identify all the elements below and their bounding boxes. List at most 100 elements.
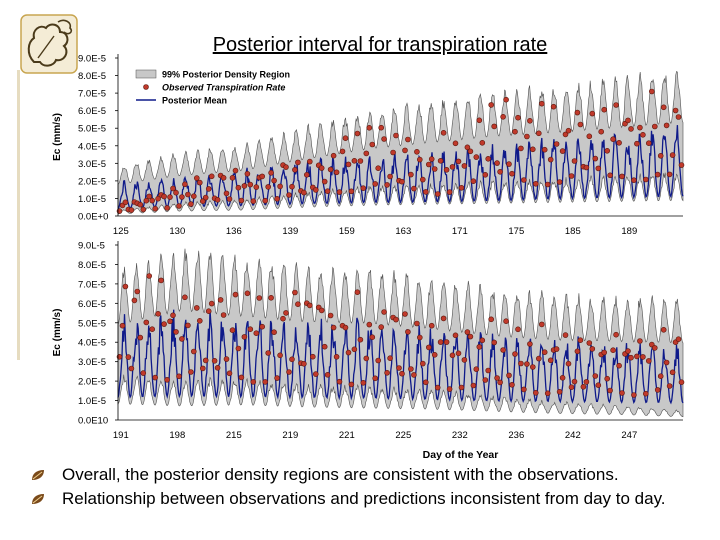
observed-point [348, 188, 355, 195]
observed-point [565, 360, 572, 367]
observed-point [645, 358, 652, 364]
observed-point [277, 352, 283, 359]
x-tick-label: 198 [169, 430, 185, 441]
observed-point [301, 360, 307, 367]
observed-point [351, 158, 358, 164]
observed-point [512, 351, 518, 357]
observed-point [179, 336, 185, 342]
observed-point [238, 197, 245, 204]
observed-point [651, 345, 658, 351]
observed-point [321, 178, 328, 185]
observed-point [369, 334, 376, 341]
observed-point [568, 173, 575, 179]
x-tick-label: 225 [395, 430, 411, 441]
observed-point [253, 184, 260, 190]
observed-point [191, 348, 197, 355]
observed-point [547, 156, 554, 163]
observed-point [336, 378, 343, 385]
observed-point [268, 170, 274, 176]
x-tick-label: 139 [282, 226, 298, 237]
observed-point [312, 187, 319, 193]
observed-point [663, 359, 670, 366]
leaf-bullet-icon [32, 494, 44, 504]
observed-point [651, 123, 658, 130]
observed-point [640, 132, 646, 138]
x-tick-label: 219 [282, 430, 298, 441]
observed-point [333, 353, 340, 360]
observed-point [402, 147, 408, 154]
y-tick-label: 5.0E-5 [78, 124, 106, 135]
observed-point [381, 136, 387, 142]
observed-point [306, 158, 313, 165]
observed-point [330, 324, 337, 331]
x-tick-label: 191 [113, 430, 129, 441]
observed-point [521, 177, 527, 183]
observed-point [167, 194, 173, 200]
observed-point [223, 190, 230, 197]
x-tick-label: 236 [508, 430, 524, 441]
observed-point [345, 161, 352, 168]
observed-point [122, 199, 129, 206]
observed-point [205, 308, 212, 315]
observed-point [303, 172, 310, 178]
observed-point [390, 149, 396, 156]
observed-point [556, 388, 563, 395]
observed-point [494, 375, 500, 381]
y-axis-title: Ec (mm/s) [52, 113, 63, 161]
legend-swatch-band [135, 69, 157, 79]
observed-point [268, 294, 274, 301]
observed-point [452, 332, 459, 339]
observed-point [506, 372, 512, 379]
posterior-density-band [117, 248, 684, 418]
y-axis-title: Ec (mm/s) [52, 309, 63, 357]
observed-point [125, 354, 132, 360]
observed-point [170, 185, 176, 192]
legend-label: Posterior Mean [162, 96, 227, 106]
observed-point [140, 370, 147, 376]
observed-point [497, 379, 503, 386]
observed-point [535, 355, 542, 362]
observed-point [524, 361, 530, 367]
observed-point [197, 317, 203, 324]
observed-point [235, 184, 242, 191]
observed-point [318, 165, 325, 171]
observed-point [378, 324, 385, 330]
observed-point [301, 189, 307, 196]
y-tick-label: 7.0E-5 [78, 279, 106, 290]
observed-point [654, 387, 661, 393]
y-tick-label: 4.0E-5 [78, 141, 106, 152]
observed-point [628, 354, 634, 361]
observed-point [419, 360, 426, 367]
observed-point [631, 177, 637, 183]
observed-point [580, 383, 587, 390]
observed-point [642, 390, 649, 397]
observed-point [512, 128, 518, 135]
observed-point [568, 384, 575, 391]
observed-point [375, 165, 382, 171]
observed-point [155, 195, 161, 202]
observed-point [455, 158, 462, 165]
observed-point [666, 171, 673, 178]
x-tick-label: 232 [452, 430, 468, 441]
observed-point [616, 362, 622, 369]
observed-point [547, 357, 554, 364]
observed-point [265, 350, 272, 356]
observed-point [309, 353, 316, 360]
observed-point [292, 289, 298, 296]
observed-point [208, 300, 215, 307]
observed-point [503, 96, 509, 103]
observed-point [289, 183, 295, 190]
observed-point [559, 374, 566, 381]
observed-point [295, 159, 301, 166]
observed-point [607, 172, 613, 179]
observed-point [583, 379, 590, 385]
observed-point [247, 181, 254, 188]
observed-point [631, 392, 637, 398]
y-tick-label: 1.0E-5 [78, 396, 106, 407]
observed-point [422, 379, 429, 386]
leaf-bullet-icon [32, 470, 44, 480]
observed-point [595, 165, 602, 172]
observed-point [208, 173, 215, 180]
observed-point [556, 179, 563, 185]
observed-point [229, 327, 236, 334]
